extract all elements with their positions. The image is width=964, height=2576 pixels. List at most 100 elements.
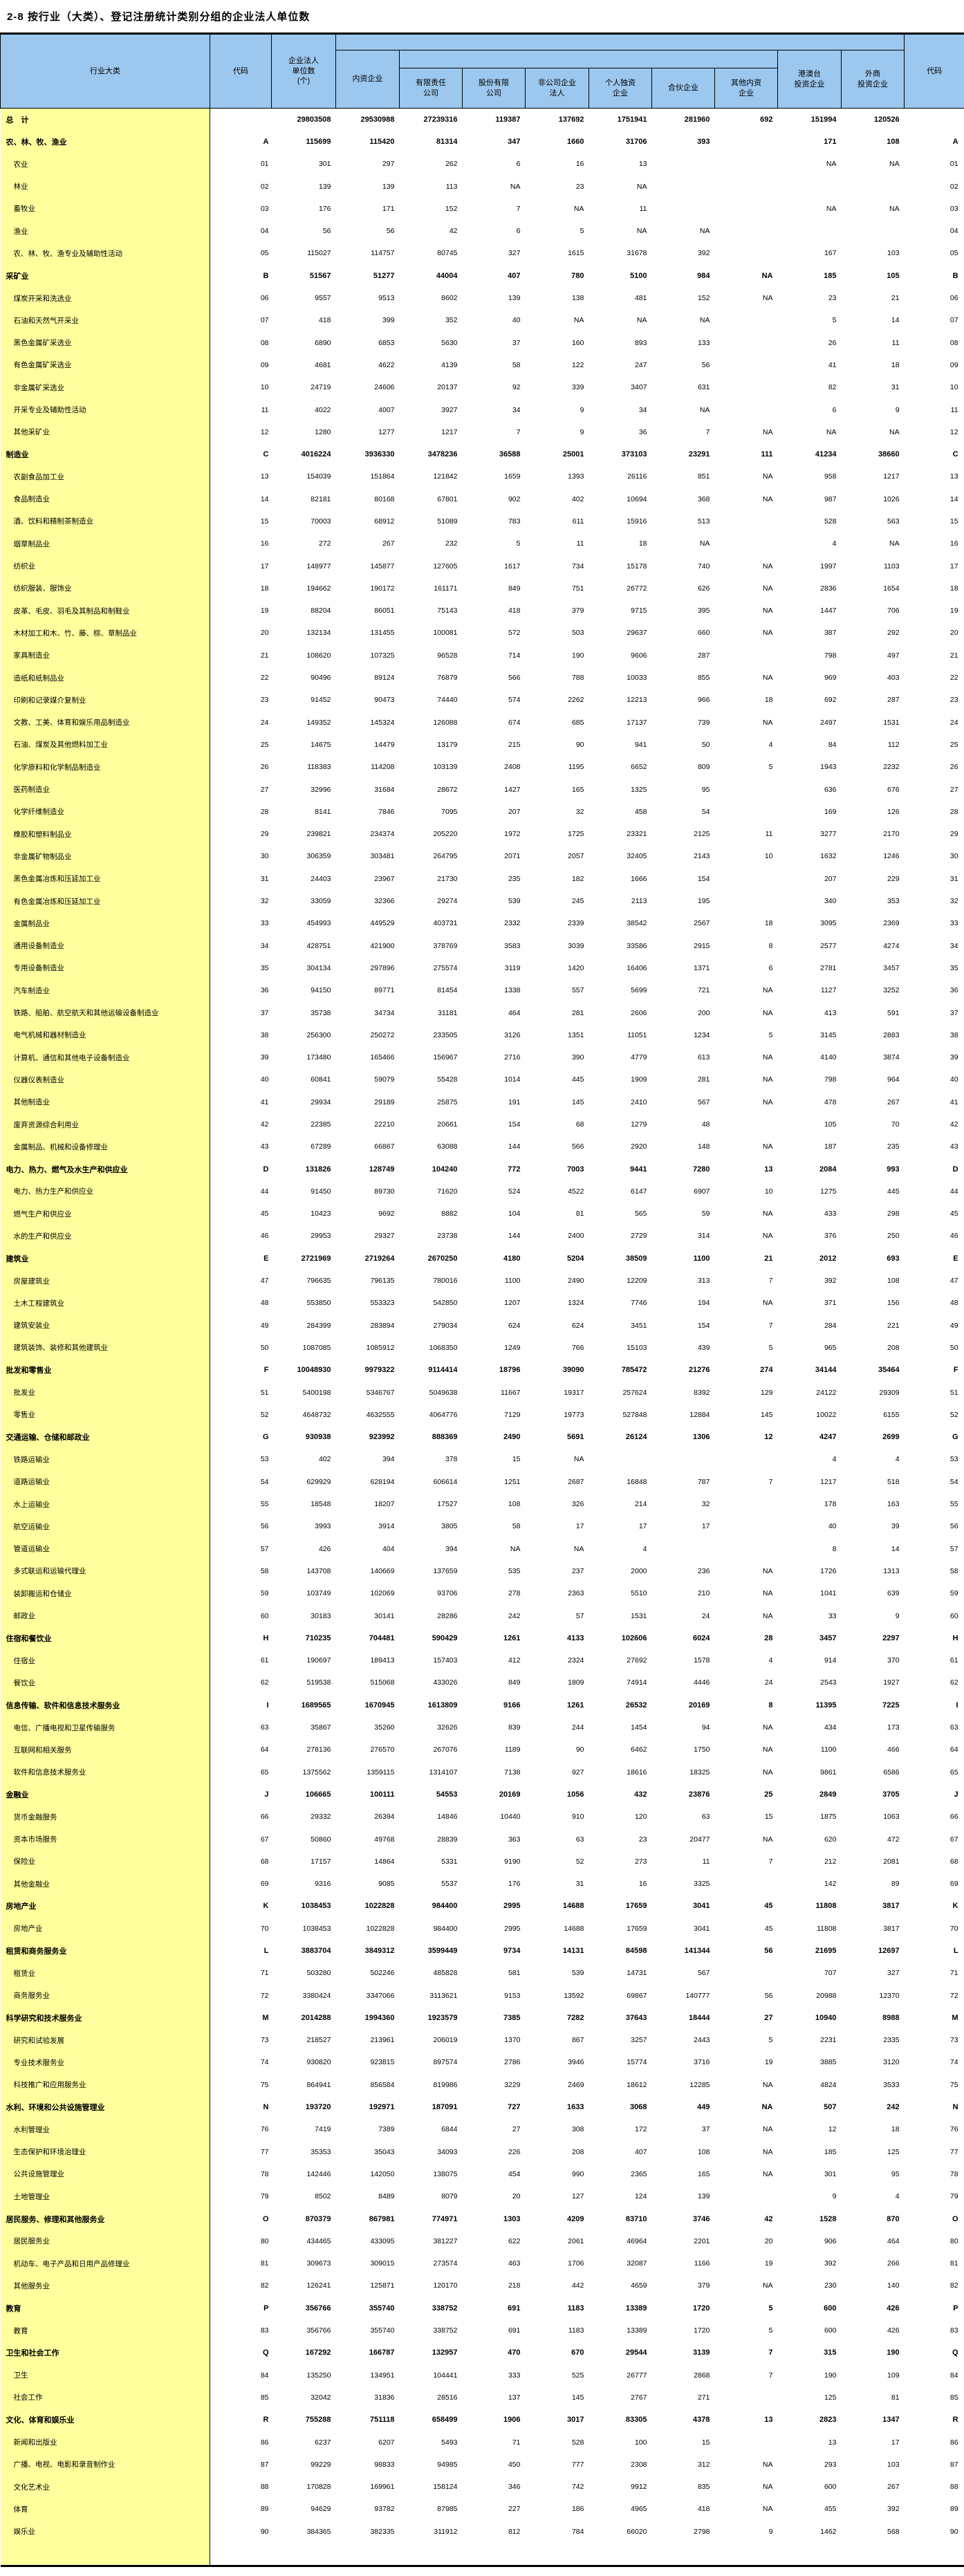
table-row: 专用设备制造业 35 304134 297896 275574 3119 1420 16406… bbox=[0, 956, 964, 980]
industry-code-cell: O bbox=[262, 2214, 269, 2223]
table-row: 农、林、牧、渔业 A 115699 115420 81314 347 1660 31706 39… bbox=[0, 130, 964, 154]
table-row: 纺织业 17 148977 145877 127605 1617 734 15178 740 NA… bbox=[0, 555, 964, 577]
header-domestic-spacer bbox=[399, 50, 778, 68]
value-cell: 13 bbox=[764, 2416, 773, 2425]
industry-cell: 电信、广播电视和卫星传输服务 bbox=[0, 1716, 210, 1739]
value-cell: 114757 bbox=[371, 249, 395, 258]
value-cell: 247 bbox=[634, 360, 647, 369]
value-cell: 237 bbox=[571, 1566, 584, 1575]
table-row: 专业技术服务业 74 930820 923815 897574 2786 3946 15774… bbox=[0, 2051, 964, 2074]
industry-code-cell-right: 77 bbox=[949, 2147, 958, 2156]
industry-cell: 文化艺术业 bbox=[0, 2475, 210, 2499]
value-cell: 19 bbox=[764, 2058, 773, 2067]
col-header-limited-liability: 有限责任 公司 bbox=[399, 68, 463, 109]
value-cell: 89124 bbox=[374, 674, 395, 683]
value-cell: 525 bbox=[571, 2371, 584, 2380]
value-cell: 235 bbox=[887, 1142, 900, 1151]
industry-cell: 黑色金属矿采选业 bbox=[0, 331, 210, 354]
value-cell: 1056 bbox=[567, 1790, 584, 1799]
value-cell: 19 bbox=[764, 2259, 773, 2268]
value-cell bbox=[715, 354, 778, 376]
value-cell: 353 bbox=[887, 897, 900, 906]
industry-code-cell-right: 86 bbox=[949, 2438, 958, 2447]
col-header-sole-proprietor: 个人独资 企业 bbox=[588, 68, 652, 109]
value-cell: 674 bbox=[508, 718, 521, 727]
value-cell: 115699 bbox=[306, 137, 331, 146]
value-cell: 4 bbox=[832, 1455, 837, 1464]
col-header-noncorporate: 非公司企业 法人 bbox=[525, 68, 589, 109]
value-cell: 303481 bbox=[370, 852, 395, 861]
industry-code-cell: 60 bbox=[260, 1611, 269, 1620]
value-cell: 88204 bbox=[310, 606, 331, 615]
industry-code-cell-right: 61 bbox=[949, 1656, 958, 1665]
value-cell: 86051 bbox=[374, 606, 395, 615]
value-cell: 373103 bbox=[621, 450, 647, 459]
table-row: 房地产业 70 1038453 1022828 984400 2995 14688 17659… bbox=[0, 1917, 964, 1940]
industry-code-cell: 40 bbox=[260, 1075, 269, 1084]
industry-code-cell: 50 bbox=[260, 1343, 269, 1352]
industry-code-cell: 77 bbox=[260, 2147, 269, 2156]
value-cell: 958 bbox=[824, 472, 837, 481]
value-cell: 734 bbox=[571, 562, 584, 571]
value-cell: 3041 bbox=[693, 1902, 710, 1911]
value-cell: 226 bbox=[508, 2147, 521, 2156]
value-cell: 3039 bbox=[568, 941, 584, 950]
industry-code-cell-right: 64 bbox=[949, 1745, 958, 1754]
value-cell: 897574 bbox=[433, 2058, 458, 2067]
value-cell: 298 bbox=[887, 1210, 900, 1218]
value-cell: 23 bbox=[638, 1835, 647, 1844]
industry-code-cell-right: 14 bbox=[949, 494, 958, 503]
value-cell: 9979322 bbox=[364, 1366, 395, 1375]
industry-code-cell: 86 bbox=[260, 2438, 269, 2447]
value-cell: 513 bbox=[697, 517, 710, 526]
industry-cell: 非金属矿物制品业 bbox=[0, 845, 210, 868]
industry-code-cell-right: 34 bbox=[949, 941, 958, 950]
value-cell: 518 bbox=[887, 1477, 900, 1486]
industry-code-cell: 52 bbox=[260, 1410, 269, 1419]
value-cell: 426 bbox=[887, 2326, 900, 2335]
industry-code-cell-right: Q bbox=[952, 2348, 958, 2357]
value-cell: 2262 bbox=[568, 696, 584, 705]
value-cell: 17 bbox=[575, 1522, 584, 1531]
industry-cell: 土木工程建筑业 bbox=[0, 1292, 210, 1315]
industry-cell: 农副食品加工业 bbox=[0, 465, 210, 488]
industry-cell: 商务服务业 bbox=[0, 1984, 210, 2007]
value-cell: 9 bbox=[580, 405, 584, 414]
value-cell: 3017 bbox=[567, 2416, 584, 2425]
value-cell: 278 bbox=[508, 1589, 521, 1598]
value-cell: 1280 bbox=[315, 427, 331, 436]
value-cell: 384365 bbox=[306, 2527, 331, 2536]
value-cell: 574 bbox=[508, 696, 521, 705]
value-cell: 250272 bbox=[370, 1030, 395, 1039]
industry-code-cell: 54 bbox=[260, 1477, 269, 1486]
table-row: 燃气生产和供应业 45 10423 9692 8882 104 81 565 59 NA 433 29… bbox=[0, 1203, 964, 1225]
value-cell: 267 bbox=[382, 539, 395, 548]
value-cell bbox=[715, 198, 778, 220]
value-cell: 368 bbox=[697, 494, 710, 503]
industry-cell: 印刷和记录媒介复制业 bbox=[0, 689, 210, 712]
value-cell: 98833 bbox=[374, 2460, 395, 2469]
value-cell: 29530988 bbox=[360, 115, 395, 124]
value-cell: 851 bbox=[697, 472, 710, 481]
value-cell: 3126 bbox=[504, 1030, 521, 1039]
value-cell: 125 bbox=[824, 2393, 837, 2402]
value-cell: 194662 bbox=[306, 584, 331, 593]
value-cell: 4779 bbox=[631, 1053, 647, 1062]
value-cell: 870 bbox=[887, 2214, 900, 2223]
value-cell: 965 bbox=[824, 1343, 837, 1352]
industry-code-cell-right: 29 bbox=[949, 830, 958, 839]
industry-code-cell: 01 bbox=[260, 160, 269, 169]
industry-code-cell-right: 67 bbox=[949, 1835, 958, 1844]
value-cell: 94150 bbox=[310, 986, 331, 995]
value-cell: 1462 bbox=[820, 2527, 837, 2536]
value-cell bbox=[715, 645, 778, 667]
table-row: 采矿业 B 51567 51277 44004 407 780 5100 984 NA 185 105… bbox=[0, 264, 964, 287]
value-cell: 12 bbox=[764, 1433, 773, 1442]
value-cell: 190 bbox=[887, 2348, 900, 2357]
value-cell: 8141 bbox=[315, 807, 331, 816]
industry-code-cell-right: 41 bbox=[949, 1097, 958, 1106]
industry-code-cell-right: 89 bbox=[949, 2505, 958, 2514]
value-cell: 176 bbox=[318, 204, 331, 213]
table-row: 批发和零售业 F 10048930 9979322 9114414 18796 39090 7… bbox=[0, 1359, 964, 1382]
industry-cell: 卫生和社会工作 bbox=[0, 2342, 210, 2364]
